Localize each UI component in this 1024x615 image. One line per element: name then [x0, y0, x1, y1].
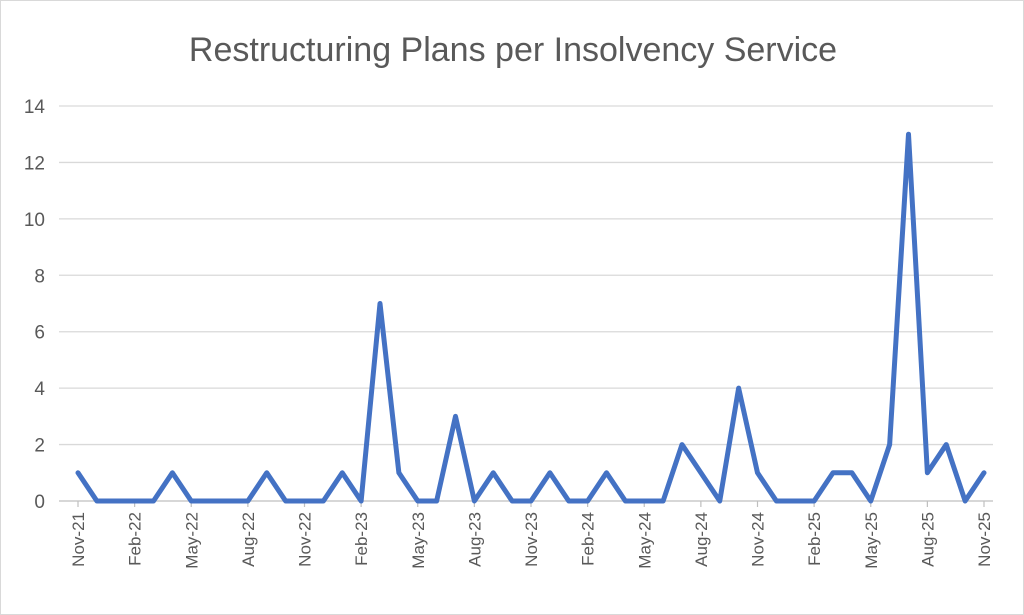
- x-tick-label: Feb-22: [126, 512, 145, 566]
- chart-title: Restructuring Plans per Insolvency Servi…: [189, 31, 837, 69]
- y-tick-label: 14: [24, 97, 46, 118]
- series-layer: [75, 131, 987, 504]
- x-tick-label: Aug-23: [465, 512, 484, 567]
- x-tick-label: Aug-25: [918, 512, 937, 567]
- y-tick-label: 12: [24, 153, 45, 174]
- x-axis-tick-labels: Nov-21 Feb-22 May-22 Aug-22 Nov-22 Feb-23 May-…: [69, 512, 994, 569]
- y-axis-tick-labels: 0 2 4 6 8 10 12 14: [24, 97, 46, 513]
- x-tick-label: Nov-24: [749, 512, 768, 567]
- x-tick-label: Aug-24: [692, 512, 711, 567]
- x-tick-label: Feb-23: [352, 512, 371, 566]
- y-tick-label: 0: [34, 492, 45, 513]
- x-tick-label: May-23: [409, 512, 428, 569]
- x-tick-label: Nov-22: [296, 512, 315, 567]
- x-tick-label: May-25: [862, 512, 881, 569]
- x-tick-label: May-22: [182, 512, 201, 569]
- x-tick-label: Feb-25: [805, 512, 824, 566]
- y-tick-label: 2: [34, 436, 45, 457]
- x-tick-label: Feb-24: [579, 512, 598, 566]
- x-tick-label: Nov-25: [975, 512, 994, 567]
- y-tick-label: 10: [24, 210, 45, 231]
- y-tick-label: 8: [34, 266, 45, 287]
- gridlines: [59, 105, 993, 446]
- x-tick-label: May-24: [635, 512, 654, 569]
- y-tick-label: 4: [34, 379, 45, 400]
- x-tick-label: Aug-22: [239, 512, 258, 567]
- series-line-0: [75, 131, 987, 504]
- x-tick-label: Nov-21: [69, 512, 88, 567]
- y-tick-label: 6: [34, 323, 45, 344]
- x-tick-label: Nov-23: [522, 512, 541, 567]
